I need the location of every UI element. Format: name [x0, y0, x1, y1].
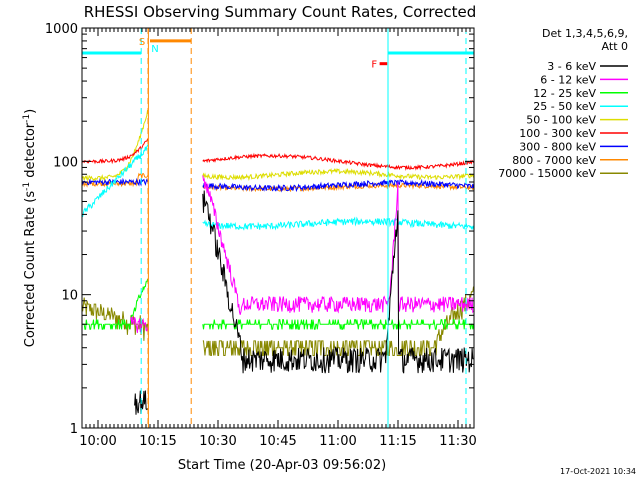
legend-title-line-1: Det 1,3,4,5,6,9,	[542, 27, 628, 40]
y-tick-label: 1	[70, 422, 78, 437]
series-line	[202, 175, 474, 315]
series-line	[202, 190, 474, 374]
x-tick-label: 10:00	[79, 434, 116, 449]
series-line	[202, 178, 474, 193]
x-tick-label: 10:45	[259, 434, 296, 449]
x-axis-label: Start Time (20-Apr-03 09:56:02)	[178, 458, 386, 473]
series-line	[81, 297, 149, 341]
flag-label: N	[151, 44, 158, 55]
legend-entry-label: 3 - 6 keV	[547, 60, 596, 73]
marker-layer: SN F	[82, 28, 474, 428]
series-line	[202, 319, 474, 330]
x-tick-label: 11:30	[439, 434, 476, 449]
series-line	[81, 143, 149, 218]
series-line	[202, 152, 474, 171]
legend-title-line-2: Att 0	[602, 40, 628, 53]
legend-entry-label: 300 - 800 keV	[519, 140, 596, 153]
axis-layer: 1 10 100 1000 10:00 10:15 10:30 10:45 11:00 11:15…	[45, 22, 477, 449]
render-timestamp: 17-Oct-2021 10:34	[560, 467, 636, 476]
series-line	[202, 216, 474, 231]
series-line	[130, 316, 148, 333]
series-line	[202, 286, 474, 356]
series-line	[81, 138, 149, 165]
legend-entry-label: 7000 - 15000 keV	[498, 167, 596, 180]
legend-entry-label: 50 - 100 keV	[526, 114, 596, 127]
legend-entry-label: 12 - 25 keV	[533, 87, 596, 100]
legend-entry-label: 25 - 50 keV	[533, 100, 596, 113]
legend-entry-label: 800 - 7000 keV	[512, 154, 596, 167]
series-line	[81, 172, 149, 188]
x-tick-label: 11:15	[379, 434, 416, 449]
legend-entry-label: 6 - 12 keV	[540, 73, 596, 86]
series-line	[81, 109, 149, 182]
series-line	[82, 279, 149, 330]
x-tick-label: 11:00	[319, 434, 356, 449]
x-tick-label: 10:15	[139, 434, 176, 449]
y-tick-label: 100	[53, 155, 78, 170]
series-line	[202, 167, 474, 182]
legend-entry-label: 100 - 300 keV	[519, 127, 596, 140]
y-tick-label: 10	[61, 289, 78, 304]
x-tick-label: 10:30	[199, 434, 236, 449]
series-layer	[81, 109, 474, 415]
y-tick-label: 1000	[45, 22, 78, 37]
flag-label: F	[371, 60, 377, 71]
y-axis-label: Corrected Count Rate (s-1 detector-1)	[22, 109, 38, 347]
chart-title: RHESSI Observing Summary Count Rates, Co…	[84, 3, 477, 21]
flag-label: S	[139, 37, 145, 48]
